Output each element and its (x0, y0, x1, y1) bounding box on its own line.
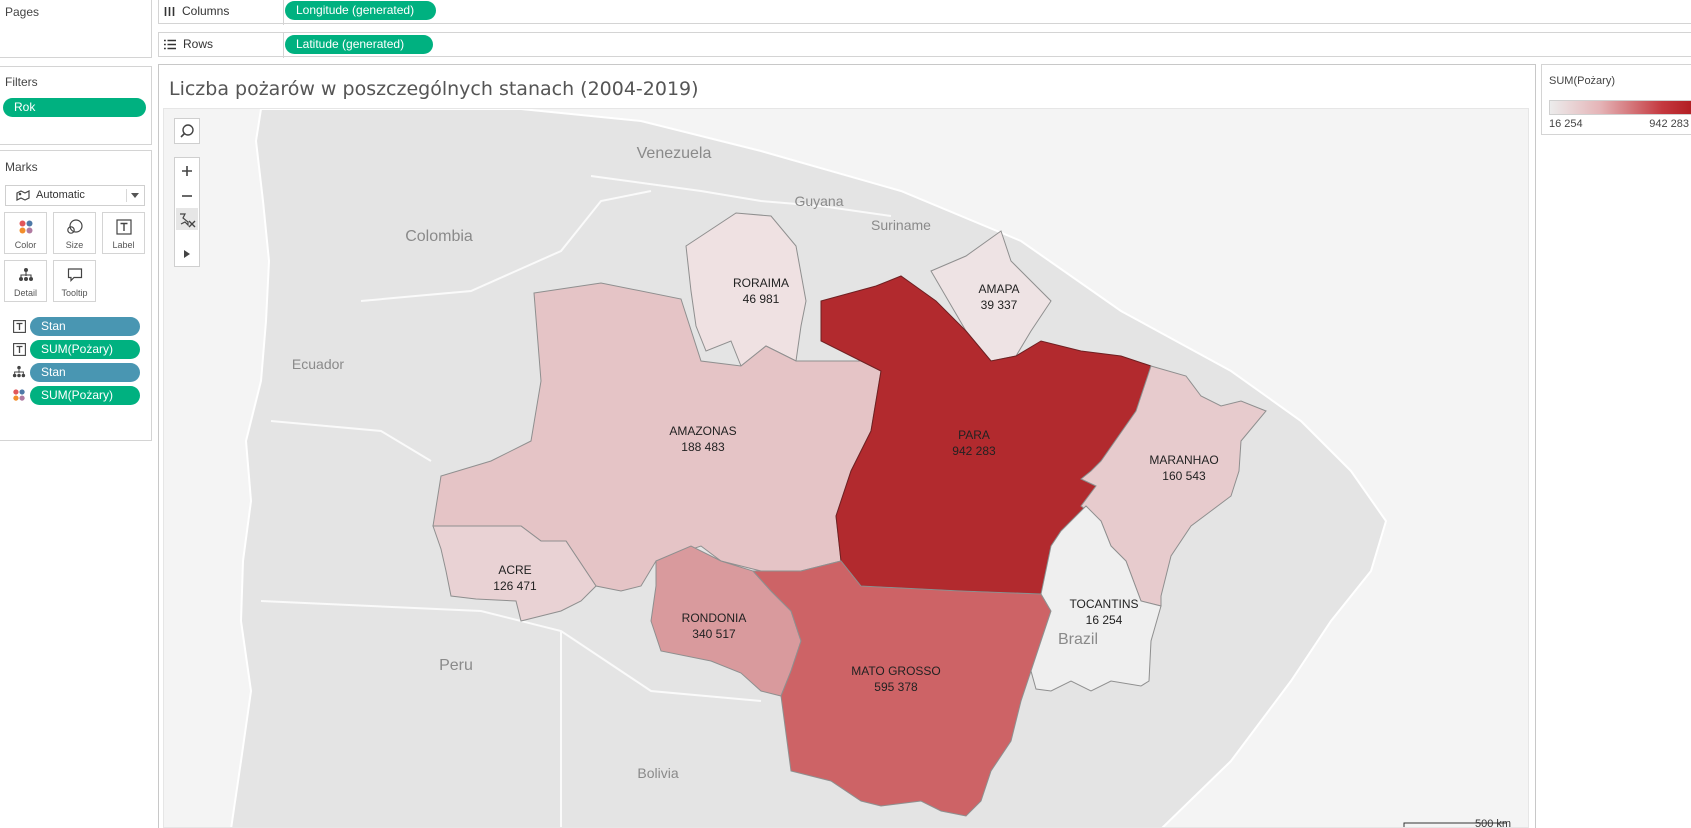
map-view[interactable]: Venezuela Guyana Suriname Colombia Ecuad… (163, 108, 1529, 828)
columns-pill-longitude[interactable]: Longitude (generated) (285, 1, 436, 20)
state-label-mato-grosso-name: MATO GROSSO (851, 664, 941, 678)
tooltip-button-label: Tooltip (61, 288, 88, 298)
map-search-button[interactable] (174, 118, 200, 144)
marks-field-sum-pozary-color[interactable]: SUM(Pożary) (30, 386, 140, 405)
state-label-roraima-value: 46 981 (743, 292, 780, 306)
pin-reset-icon (180, 213, 196, 228)
state-label-tocantins-value: 16 254 (1086, 613, 1123, 627)
map-svg[interactable]: Venezuela Guyana Suriname Colombia Ecuad… (164, 109, 1529, 828)
state-mato-grosso[interactable] (751, 560, 1052, 817)
play-icon (184, 250, 190, 258)
columns-label-text: Columns (182, 4, 230, 18)
chevron-down-icon[interactable] (126, 189, 140, 202)
state-label-acre-value: 126 471 (493, 579, 537, 593)
color-icon (12, 388, 26, 402)
detail-button-label: Detail (13, 288, 37, 298)
marks-field-stan-label[interactable]: Stan (30, 317, 140, 336)
search-icon (180, 124, 194, 138)
marks-title: Marks (5, 160, 38, 174)
state-label-roraima-name: RORAIMA (733, 276, 789, 290)
state-acre[interactable] (432, 525, 597, 622)
detail-icon (12, 365, 26, 379)
shelf-divider (283, 0, 284, 25)
shelf-divider (283, 33, 284, 58)
country-label-peru: Peru (439, 657, 473, 674)
mark-type-label: Automatic (36, 189, 85, 201)
legend-min-label: 16 254 (1549, 118, 1583, 130)
state-label-amazonas-name: AMAZONAS (669, 424, 736, 438)
color-icon (5, 218, 46, 236)
size-button[interactable]: Size (53, 212, 96, 254)
label-button[interactable]: Label (102, 212, 145, 254)
map-zoom-controls (174, 157, 200, 267)
state-label-amapa-name: AMAPA (978, 282, 1019, 296)
marks-field-sum-pozary-label[interactable]: SUM(Pożary) (30, 340, 140, 359)
state-label-rondonia-name: RONDONIA (682, 611, 747, 625)
filters-card[interactable]: Filters Rok (0, 66, 152, 145)
country-label-colombia: Colombia (405, 228, 473, 245)
columns-icon (164, 6, 175, 16)
marks-field-stan-detail[interactable]: Stan (30, 363, 140, 382)
state-label-para-value: 942 283 (952, 444, 996, 458)
state-label-maranhao-value: 160 543 (1162, 469, 1206, 483)
map-mark-icon (16, 189, 30, 204)
legend-max-label: 942 283 (1649, 118, 1689, 130)
left-panel: Pages Filters Rok Marks Automatic Color … (0, 0, 152, 828)
map-tools-expand-button[interactable] (175, 242, 199, 266)
size-icon (54, 218, 95, 236)
country-label-ecuador: Ecuador (292, 356, 344, 372)
rows-shelf[interactable]: Rows Latitude (generated) (158, 32, 1691, 58)
state-maranhao[interactable] (1080, 365, 1267, 607)
state-label-tocantins-name: TOCANTINS (1069, 597, 1138, 611)
rows-label-text: Rows (183, 37, 214, 51)
country-label-brazil: Brazil (1058, 631, 1098, 648)
country-label-venezuela: Venezuela (637, 145, 712, 162)
detail-button[interactable]: Detail (4, 260, 47, 302)
plus-icon (182, 166, 192, 176)
label-icon (12, 342, 26, 356)
color-legend[interactable]: SUM(Pożary) 16 254 942 283 (1541, 64, 1691, 135)
state-amazonas[interactable] (432, 282, 882, 592)
scale-bar (1403, 822, 1506, 827)
state-label-amazonas-value: 188 483 (681, 440, 725, 454)
legend-title: SUM(Pożary) (1549, 75, 1616, 87)
state-label-para-name: PARA (958, 428, 990, 442)
pages-card[interactable]: Pages (0, 0, 152, 58)
legend-color-ramp (1549, 100, 1691, 115)
label-icon (103, 218, 144, 236)
minus-icon (182, 195, 192, 197)
color-button[interactable]: Color (4, 212, 47, 254)
pages-title: Pages (5, 5, 40, 19)
label-button-label: Label (112, 240, 135, 250)
worksheet-title: Liczba pożarów w poszczególnych stanach … (169, 78, 699, 100)
tooltip-icon (54, 266, 95, 284)
size-button-label: Size (65, 240, 84, 250)
zoom-in-button[interactable] (175, 158, 199, 184)
reset-map-button[interactable] (176, 208, 198, 230)
rows-shelf-label: Rows (164, 37, 213, 51)
filters-title: Filters (5, 75, 38, 89)
state-label-acre-name: ACRE (498, 563, 531, 577)
state-label-amapa-value: 39 337 (981, 298, 1018, 312)
scale-label: 500 km (1475, 818, 1512, 828)
columns-shelf[interactable]: Columns Longitude (generated) (158, 0, 1691, 25)
state-label-rondonia-value: 340 517 (692, 627, 736, 641)
country-label-bolivia: Bolivia (637, 765, 678, 781)
columns-shelf-label: Columns (164, 4, 229, 18)
country-label-suriname: Suriname (871, 217, 931, 233)
mark-type-dropdown[interactable]: Automatic (5, 185, 145, 206)
detail-icon (5, 266, 46, 284)
country-label-guyana: Guyana (794, 193, 843, 209)
rows-pill-latitude[interactable]: Latitude (generated) (285, 35, 433, 54)
label-icon (12, 319, 26, 333)
color-button-label: Color (14, 240, 37, 250)
state-label-mato-grosso-value: 595 378 (874, 680, 918, 694)
state-label-maranhao-name: MARANHAO (1149, 453, 1218, 467)
zoom-out-button[interactable] (175, 184, 199, 208)
filter-pill-rok[interactable]: Rok (3, 98, 146, 117)
state-tocantins[interactable] (1030, 505, 1162, 692)
tooltip-button[interactable]: Tooltip (53, 260, 96, 302)
rows-icon (164, 39, 176, 49)
